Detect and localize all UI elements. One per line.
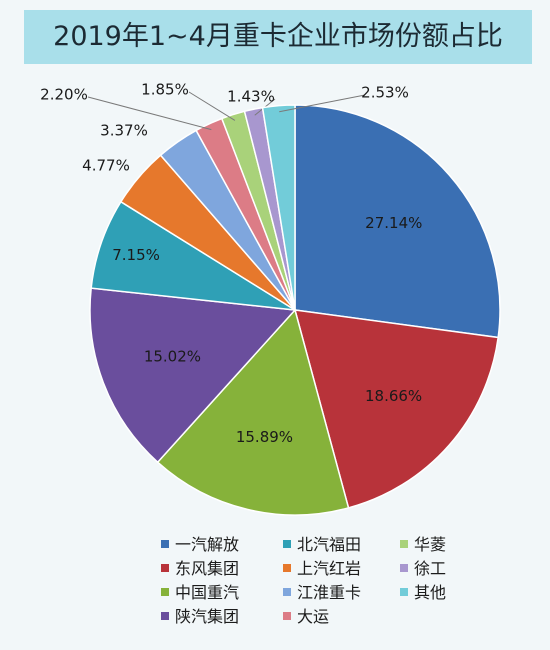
title-banner: 2019年1~4月重卡企业市场份额占比 bbox=[24, 10, 532, 64]
legend-label: 其他 bbox=[414, 583, 447, 602]
legend-swatch bbox=[161, 611, 169, 620]
data-label-slice-3: 15.89% bbox=[236, 428, 293, 446]
legend-item-slice-4: 陕汽集团 bbox=[161, 607, 239, 627]
chart-title: 2019年1~4月重卡企业市场份额占比 bbox=[53, 21, 503, 52]
legend-swatch bbox=[400, 539, 408, 548]
legend-label: 中国重汽 bbox=[175, 583, 240, 602]
legend-item-slice-1: 一汽解放 bbox=[161, 535, 239, 555]
data-label-slice-8: 2.20% bbox=[40, 86, 88, 104]
legend-label: 陕汽集团 bbox=[175, 607, 240, 626]
legend-item-slice-8: 大运 bbox=[283, 607, 329, 627]
data-label-slice-11: 2.53% bbox=[361, 84, 409, 102]
legend-swatch bbox=[283, 611, 291, 620]
legend-swatch bbox=[161, 587, 169, 596]
data-label-slice-1: 27.14% bbox=[365, 214, 422, 232]
legend-label: 东风集团 bbox=[175, 559, 240, 578]
legend-label: 一汽解放 bbox=[175, 535, 240, 554]
legend-item-slice-2: 东风集团 bbox=[161, 559, 239, 579]
legend-swatch bbox=[283, 563, 291, 572]
legend-label: 徐工 bbox=[414, 559, 447, 578]
pie-slice-1 bbox=[294, 104, 501, 339]
data-label-slice-10: 1.43% bbox=[227, 88, 275, 106]
pie-slice-11 bbox=[261, 104, 296, 311]
legend-label: 江淮重卡 bbox=[297, 583, 362, 602]
data-label-slice-4: 15.02% bbox=[144, 347, 201, 365]
legend-item-slice-10: 徐工 bbox=[400, 559, 446, 579]
legend-label: 上汽红岩 bbox=[297, 559, 362, 578]
legend-item-slice-7: 江淮重卡 bbox=[283, 583, 361, 603]
leader-line-slice-9 bbox=[188, 91, 236, 121]
legend-label: 华菱 bbox=[414, 535, 447, 554]
legend-swatch bbox=[283, 587, 291, 596]
legend-item-slice-3: 中国重汽 bbox=[161, 583, 239, 603]
legend-label: 大运 bbox=[297, 607, 330, 626]
pie-slice-4 bbox=[89, 287, 297, 464]
data-label-slice-7: 3.37% bbox=[100, 122, 148, 140]
legend-swatch bbox=[283, 539, 291, 548]
legend-swatch bbox=[400, 563, 408, 572]
legend-swatch bbox=[400, 587, 408, 596]
legend-swatch bbox=[161, 539, 169, 548]
pie-slice-2 bbox=[293, 309, 499, 509]
data-label-slice-6: 4.77% bbox=[82, 157, 130, 175]
data-label-slice-5: 7.15% bbox=[112, 246, 160, 264]
leader-line-slice-11 bbox=[279, 94, 366, 113]
data-label-slice-2: 18.66% bbox=[365, 387, 422, 405]
legend-item-slice-9: 华菱 bbox=[400, 535, 446, 555]
pie-slice-3 bbox=[156, 308, 350, 516]
legend-item-slice-5: 北汽福田 bbox=[283, 535, 361, 555]
leader-line-slice-8 bbox=[87, 96, 212, 131]
legend-swatch bbox=[161, 563, 169, 572]
legend-label: 北汽福田 bbox=[297, 535, 362, 554]
legend-item-slice-11: 其他 bbox=[400, 583, 446, 603]
legend-item-slice-6: 上汽红岩 bbox=[283, 559, 361, 579]
data-label-slice-9: 1.85% bbox=[141, 81, 189, 99]
